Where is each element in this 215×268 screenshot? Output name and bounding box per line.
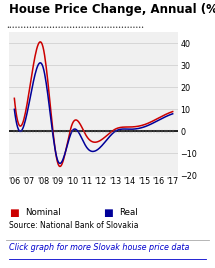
Text: ■: ■: [103, 208, 113, 218]
Text: ••••••••••••••••••••••••••••••••••••••••••••••••: ••••••••••••••••••••••••••••••••••••••••…: [6, 25, 144, 31]
Text: Click graph for more Slovak house price data: Click graph for more Slovak house price …: [9, 243, 189, 252]
Text: Nominal: Nominal: [25, 208, 60, 217]
Text: ■: ■: [9, 208, 18, 218]
Text: Source: National Bank of Slovakia: Source: National Bank of Slovakia: [9, 221, 138, 230]
Text: Real: Real: [119, 208, 138, 217]
Text: House Price Change, Annual (%): House Price Change, Annual (%): [9, 3, 215, 17]
